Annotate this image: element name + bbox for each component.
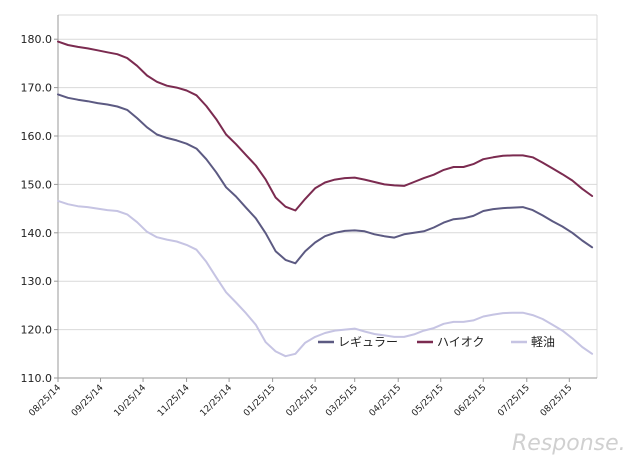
legend-label-0: レギュラー xyxy=(338,335,398,349)
watermark-text: Response. xyxy=(512,431,626,456)
y-tick-label: 140.0 xyxy=(21,227,53,240)
y-tick-label: 160.0 xyxy=(21,130,53,143)
legend-label-1: ハイオク xyxy=(437,335,485,349)
y-tick-label: 110.0 xyxy=(21,372,53,385)
y-tick-label: 180.0 xyxy=(21,33,53,46)
legend: レギュラー ハイオク 軽油 xyxy=(318,335,555,349)
y-tick-label: 150.0 xyxy=(21,178,53,191)
y-tick-label: 130.0 xyxy=(21,275,53,288)
series-line-1 xyxy=(57,40,594,212)
axes xyxy=(54,15,597,382)
legend-label-2: 軽油 xyxy=(531,335,555,349)
response-watermark-logo: Response. xyxy=(512,431,626,456)
y-tick-label: 120.0 xyxy=(21,324,53,337)
series-line-0 xyxy=(57,93,594,265)
y-tick-label: 170.0 xyxy=(21,82,53,95)
grid-lines xyxy=(58,14,598,379)
y-tick-labels: 110.0 120.0 130.0 140.0 150.0 160.0 170.0 180.0 xyxy=(21,33,53,385)
series-line-2 xyxy=(57,199,594,358)
series-lines xyxy=(57,40,594,358)
